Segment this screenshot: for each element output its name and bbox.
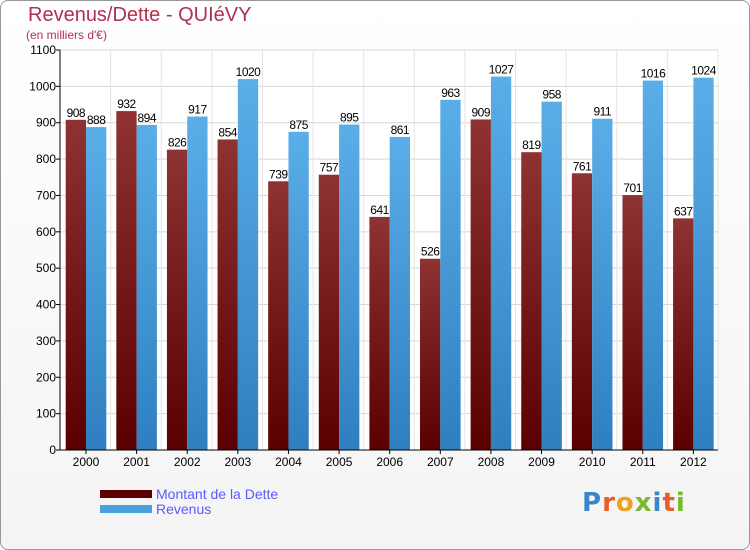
x-tick-label: 2004 [275,455,302,469]
data-label-revenus: 894 [137,111,156,125]
data-label-revenus: 963 [441,86,460,100]
y-tick-label: 900 [36,116,56,130]
bar-revenus [339,124,360,450]
bar-revenus [440,99,461,451]
bar-debt [622,195,643,450]
chart-subtitle: (en milliers d'€) [26,28,107,42]
legend-label-debt: Montant de la Dette [156,485,279,502]
y-tick-label: 600 [36,225,56,239]
bar-revenus [136,124,157,450]
bar-debt [166,149,188,451]
legend-swatch-debt [100,489,152,498]
data-label-revenus: 958 [542,88,561,102]
bar-revenus [389,136,410,450]
data-label-debt: 637 [674,204,693,218]
bar-debt [571,173,593,451]
legend-swatch-revenus [100,504,152,513]
data-label-debt: 819 [522,138,541,152]
data-label-revenus: 1016 [641,67,667,81]
proxiti-logo: Proxiti [582,488,686,518]
data-label-revenus: 1027 [489,63,515,77]
x-tick-label: 2005 [326,455,353,469]
data-label-revenus: 895 [340,111,359,125]
bar-revenus [490,76,512,450]
data-label-debt: 701 [623,181,642,195]
data-label-debt: 761 [573,159,592,173]
bar-debt [521,152,542,450]
bar-revenus [288,131,309,450]
x-tick-label: 2011 [630,455,656,469]
y-tick-label: 700 [36,188,56,202]
data-label-revenus: 861 [391,123,410,137]
data-label-debt: 826 [168,136,187,150]
x-tick-label: 2006 [376,455,403,469]
bar-debt [116,111,137,450]
data-label-revenus: 888 [87,113,106,127]
x-tick-label: 2003 [224,455,251,469]
bar-revenus [592,118,613,451]
y-tick-label: 400 [36,298,56,312]
bar-debt [217,139,238,451]
y-tick-label: 1000 [29,79,56,93]
y-tick-label: 200 [36,370,56,384]
chart-title: Revenus/Dette - QUIéVY [28,4,252,26]
legend-item-revenus: Revenus [100,500,278,517]
y-tick-label: 500 [36,261,56,275]
x-tick-label: 2010 [579,455,606,469]
data-label-debt: 641 [370,203,389,217]
bar-revenus [541,101,562,451]
data-label-revenus: 917 [188,103,207,117]
y-tick-label: 100 [36,407,56,421]
bar-debt [268,181,289,451]
data-label-revenus: 1024 [691,64,717,78]
bar-debt [369,216,390,450]
legend-label-revenus: Revenus [156,500,212,517]
bar-debt [673,218,694,450]
bar-revenus [642,80,664,450]
data-label-debt: 526 [421,245,440,259]
bar-debt [420,258,441,450]
data-label-debt: 739 [269,167,288,181]
data-label-revenus: 1020 [236,65,262,79]
x-tick-label: 2001 [123,455,150,469]
legend: Montant de la Dette Revenus [100,485,279,517]
bar-revenus [237,79,259,450]
x-tick-label: 2012 [680,455,707,469]
y-tick-label: 1100 [30,43,56,57]
bar-debt [65,119,86,451]
x-tick-label: 2002 [174,455,201,469]
x-tick-label: 2007 [427,455,454,469]
data-label-revenus: 911 [593,105,611,119]
data-label-debt: 757 [320,161,339,175]
x-tick-label: 2008 [478,455,505,469]
data-label-debt: 932 [117,97,136,111]
y-tick-label: 300 [36,334,56,348]
bar-revenus [693,77,714,451]
bar-debt [470,119,491,451]
y-tick-label: 800 [36,152,56,166]
x-tick-label: 2000 [73,455,100,469]
data-label-debt: 909 [472,105,491,119]
bar-revenus [86,127,107,450]
x-tick-label: 2009 [528,455,555,469]
data-label-debt: 854 [218,125,237,139]
data-label-debt: 908 [67,106,86,120]
bar-debt [318,174,340,450]
bar-revenus [187,116,208,450]
data-label-revenus: 875 [289,118,308,132]
legend-item-debt: Montant de la Dette [100,485,279,502]
y-tick-label: 0 [49,443,56,457]
